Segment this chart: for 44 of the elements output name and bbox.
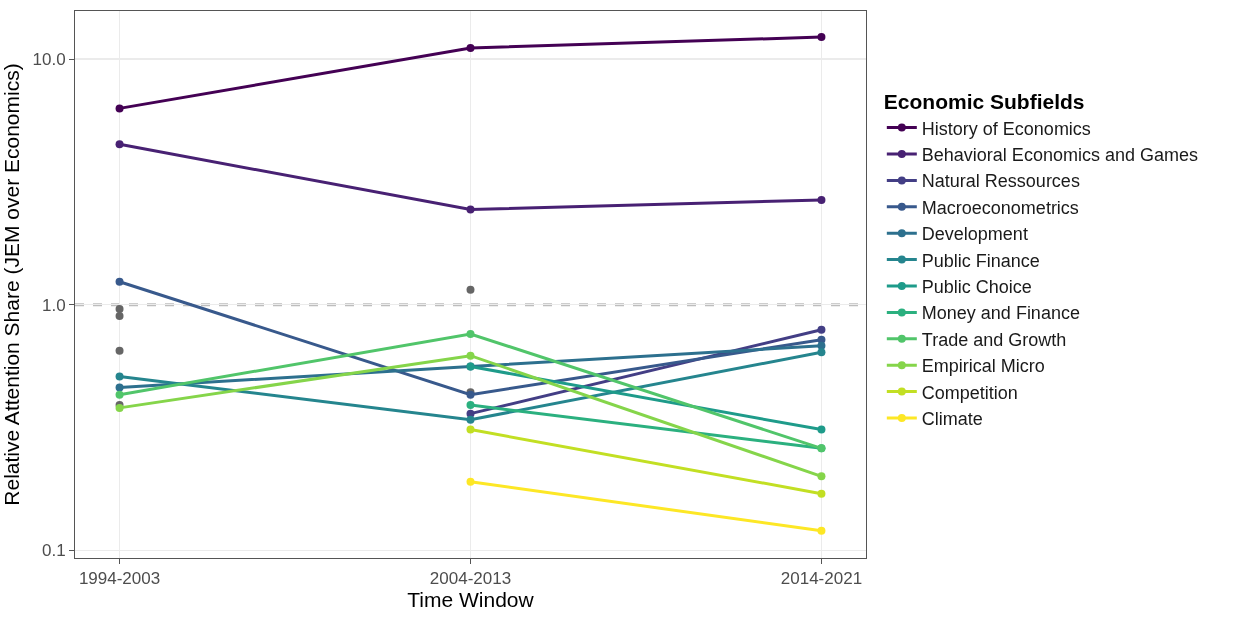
- point: [115, 140, 124, 149]
- legend-label: Behavioral Economics and Games: [921, 145, 1198, 166]
- y-tick-label: 1.0: [41, 295, 66, 315]
- point: [817, 325, 826, 334]
- x-tick-label: 1994-2003: [78, 569, 161, 589]
- point: [466, 415, 475, 424]
- point: [817, 472, 826, 481]
- legend-label: Natural Ressources: [921, 171, 1080, 192]
- point: [466, 425, 475, 434]
- legend-title: Economic Subfields: [883, 90, 1085, 114]
- legend-label: Macroeconometrics: [921, 197, 1079, 218]
- point: [466, 477, 475, 486]
- y-tick-label: 0.1: [41, 541, 66, 561]
- point: [817, 425, 826, 434]
- point: [466, 43, 475, 52]
- point: [115, 383, 124, 392]
- x-tick-label: 2014-2021: [780, 569, 863, 589]
- point: [115, 305, 124, 314]
- point: [817, 526, 826, 535]
- legend-label: History of Economics: [921, 118, 1091, 139]
- point: [115, 390, 124, 399]
- point: [466, 401, 475, 410]
- point: [817, 489, 826, 498]
- x-axis-title: Time Window: [407, 588, 535, 612]
- point: [115, 372, 124, 381]
- legend-label: Competition: [921, 382, 1018, 403]
- point: [466, 205, 475, 214]
- x-tick-label: 2004-2013: [429, 569, 512, 589]
- legend-label: Public Choice: [921, 277, 1032, 298]
- point: [115, 104, 124, 113]
- point: [466, 329, 475, 338]
- legend-label: Climate: [921, 409, 983, 430]
- legend-label: Trade and Growth: [921, 329, 1067, 350]
- point: [817, 195, 826, 204]
- legend-label: Development: [921, 224, 1028, 245]
- legend-label: Empirical Micro: [921, 356, 1045, 377]
- y-axis-title: Relative Attention Share (JEM over Economics): [0, 63, 23, 506]
- point: [466, 351, 475, 360]
- point: [115, 277, 124, 286]
- legend-label: Money and Finance: [921, 303, 1080, 324]
- y-tick-label: 10.0: [32, 50, 66, 70]
- point: [817, 33, 826, 42]
- legend-label: Public Finance: [921, 250, 1040, 271]
- point: [817, 348, 826, 357]
